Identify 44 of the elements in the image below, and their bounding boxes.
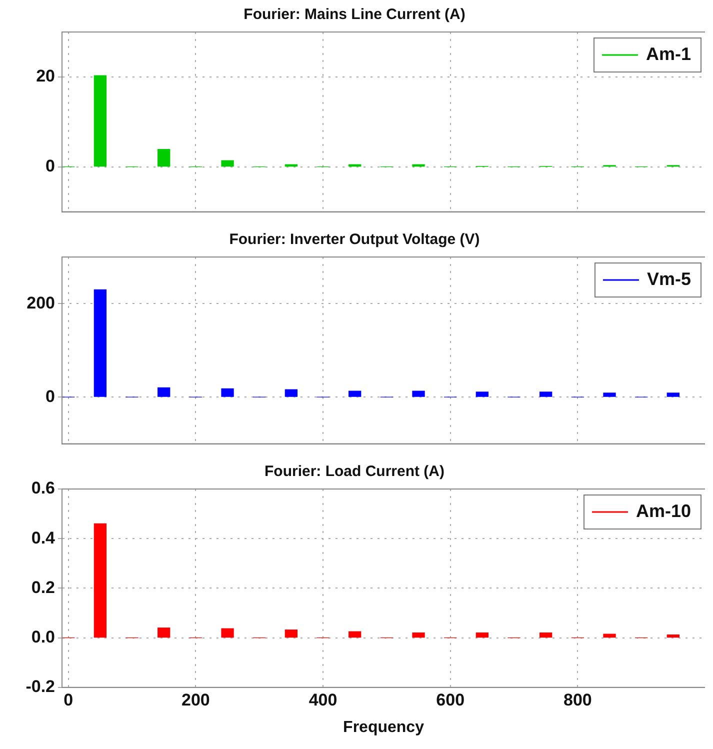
bar	[221, 160, 234, 167]
bar	[94, 289, 107, 397]
y-tick-label: 0.6	[31, 478, 55, 498]
legend-label: Am-10	[636, 500, 692, 521]
chart-title: Fourier: Load Current (A)	[264, 463, 444, 480]
x-tick-label: 400	[308, 690, 338, 710]
bar	[540, 392, 552, 397]
bar	[603, 392, 616, 397]
bar	[476, 632, 489, 638]
chart-title: Fourier: Mains Line Current (A)	[244, 6, 466, 24]
bar	[221, 628, 234, 638]
legend-label: Am-1	[646, 44, 692, 64]
x-tick-label: 600	[436, 690, 465, 710]
x-axis-title: Frequency	[343, 718, 424, 736]
bar	[603, 634, 616, 638]
bar	[284, 630, 298, 638]
legend-label: Vm-5	[646, 268, 691, 289]
x-tick-label: 200	[182, 690, 210, 710]
x-tick-label: 800	[563, 690, 592, 710]
y-tick-label: 0	[46, 156, 55, 176]
bar	[412, 632, 425, 638]
bar	[348, 390, 362, 397]
bar	[221, 388, 234, 397]
bar	[94, 75, 107, 167]
y-tick-label: 0.2	[31, 578, 55, 597]
bar	[158, 387, 170, 397]
y-tick-label: 20	[36, 66, 55, 86]
y-tick-label: 200	[26, 293, 55, 312]
bar	[284, 389, 298, 397]
bar	[158, 148, 170, 167]
y-tick-label: 0.0	[31, 627, 55, 646]
y-tick-label: 0.4	[31, 528, 56, 548]
y-tick-label: -0.2	[26, 677, 55, 696]
bar	[476, 392, 489, 397]
bar	[348, 631, 362, 638]
bar	[540, 632, 552, 638]
bar	[94, 523, 107, 638]
bar	[412, 390, 425, 397]
bar	[666, 392, 680, 397]
x-tick-label: 0	[64, 690, 74, 710]
y-tick-label: 0	[46, 386, 55, 406]
chart-title: Fourier: Inverter Output Voltage (V)	[229, 231, 480, 248]
bar	[666, 634, 680, 638]
bar	[158, 628, 170, 638]
